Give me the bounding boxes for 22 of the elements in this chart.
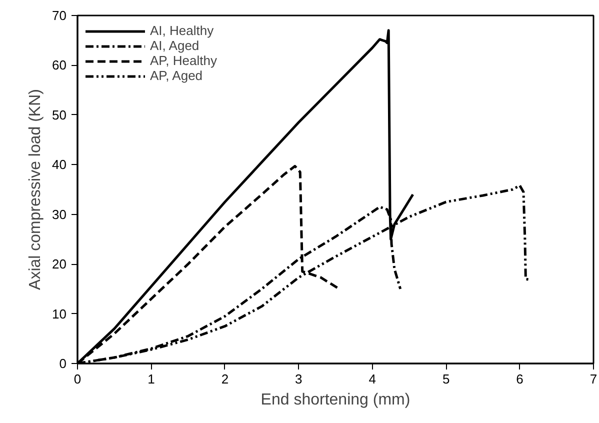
legend-label: AP, Aged xyxy=(150,68,203,83)
x-tick-label: 2 xyxy=(221,372,229,386)
y-tick-label: 70 xyxy=(52,8,67,23)
y-tick-label: 20 xyxy=(52,256,67,272)
x-tick-label: 4 xyxy=(368,372,376,386)
x-tick-label: 3 xyxy=(295,372,302,386)
legend-label: AI, Aged xyxy=(150,38,200,53)
legend-label: AP, Healthy xyxy=(150,53,217,68)
x-tick-label: 7 xyxy=(590,372,598,386)
y-tick-label: 50 xyxy=(52,107,67,122)
x-tick-label: 5 xyxy=(442,372,450,386)
y-tick-label: 30 xyxy=(52,206,67,222)
y-axis-title: Axial compressive load (KN) xyxy=(27,89,44,290)
legend-label: AI, Healthy xyxy=(150,23,214,38)
x-tick-label: 1 xyxy=(148,372,155,386)
y-tick-label: 0 xyxy=(59,356,67,371)
x-axis-title: End shortening (mm) xyxy=(260,392,410,408)
y-tick-label: 40 xyxy=(52,157,67,172)
y-tick-label: 60 xyxy=(52,58,67,73)
x-tick-label: 6 xyxy=(516,372,524,386)
y-tick-label: 10 xyxy=(52,306,67,322)
x-tick-label: 0 xyxy=(74,372,82,386)
